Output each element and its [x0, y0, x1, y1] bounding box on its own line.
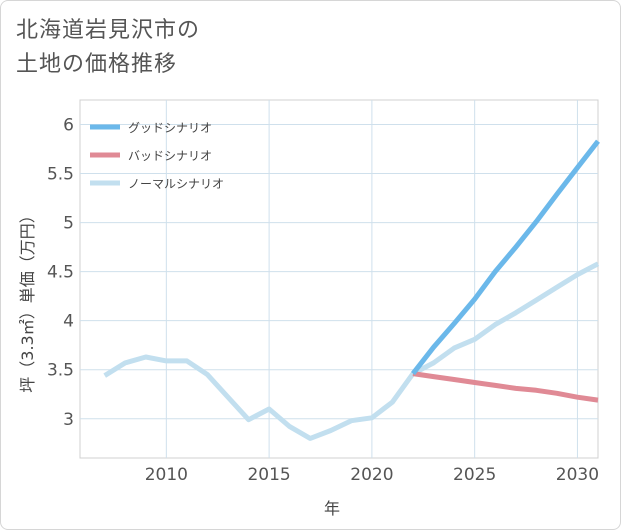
grid-lines — [80, 100, 598, 458]
series-line-2 — [103, 261, 600, 441]
tick-labels: 2010 2015 2020 2025 2030 3 3.5 4 4.5 5 5.5 6 — [47, 116, 599, 485]
series-line-0 — [411, 139, 600, 376]
y-tick-label: 3 — [63, 410, 74, 430]
y-tick-label: 5.5 — [47, 165, 74, 185]
x-tick-label: 2030 — [556, 465, 599, 485]
chart-title-line-1: 北海道岩見沢市の — [16, 18, 201, 43]
chart-title-line-2: 土地の価格推移 — [16, 52, 178, 77]
chart-title: 北海道岩見沢市の 土地の価格推移 — [16, 14, 200, 82]
series-lines — [103, 139, 600, 441]
y-tick-label: 3.5 — [47, 361, 74, 381]
legend-label: ノーマルシナリオ — [128, 177, 224, 191]
y-tick-label: 6 — [63, 116, 74, 136]
x-tick-label: 2025 — [453, 465, 496, 485]
legend-label: バッドシナリオ — [128, 149, 212, 163]
legend-label: グッドシナリオ — [128, 121, 212, 135]
x-tick-label: 2010 — [145, 465, 188, 485]
x-axis-title: 年 — [324, 499, 340, 518]
y-axis-title: 坪（3.3㎡）単価（万円） — [18, 207, 37, 392]
series-line-1 — [412, 371, 599, 403]
y-tick-label: 5 — [63, 214, 74, 234]
x-tick-label: 2015 — [247, 465, 290, 485]
y-tick-label: 4 — [63, 312, 74, 332]
x-tick-label: 2020 — [350, 465, 393, 485]
y-tick-label: 4.5 — [47, 263, 74, 283]
